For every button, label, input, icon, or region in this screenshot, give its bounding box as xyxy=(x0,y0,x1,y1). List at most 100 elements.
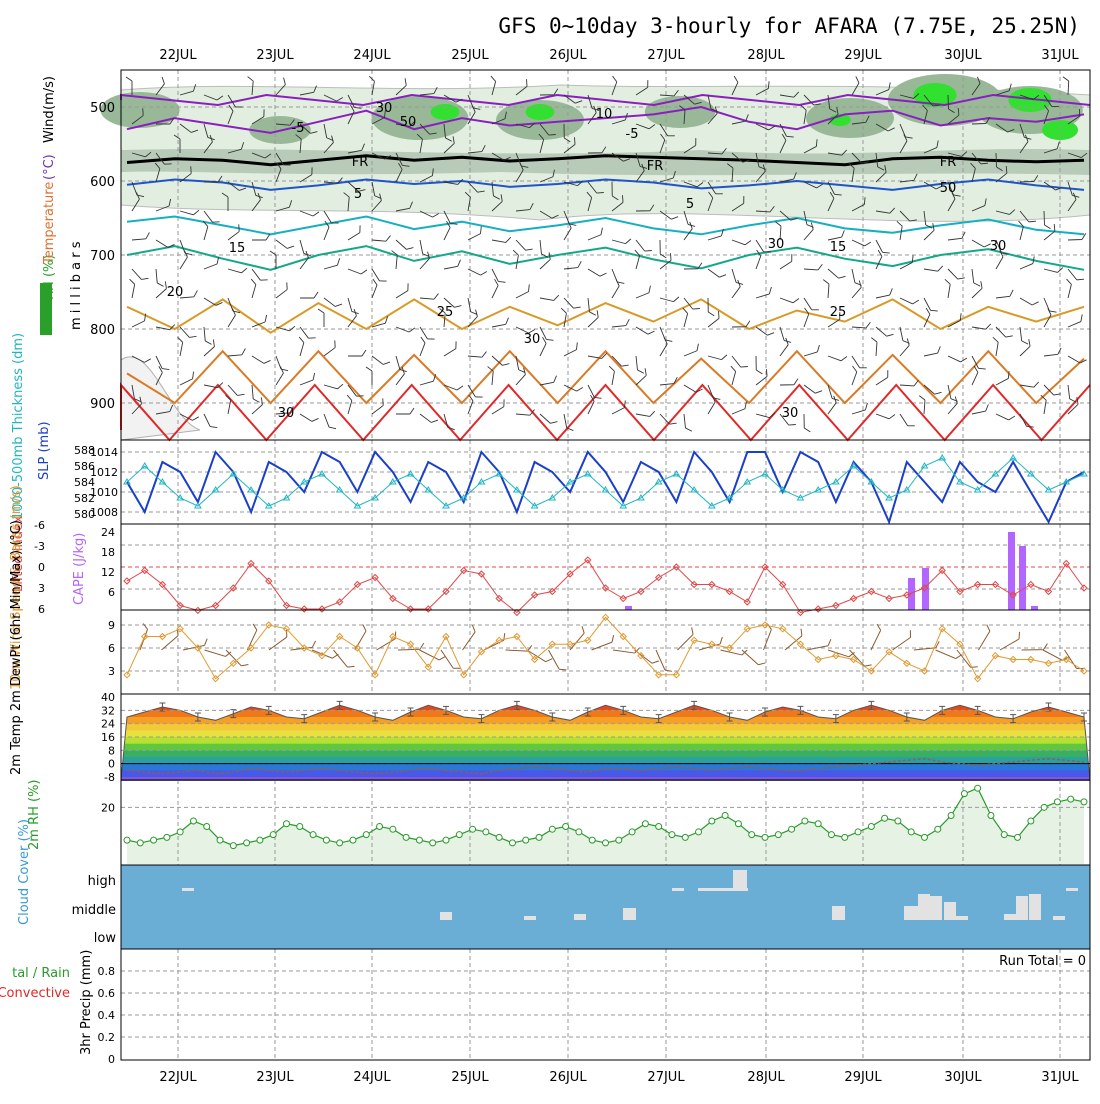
slp-ticks: 580 582 584 586 588 1008 1010 1012 1014 xyxy=(74,444,118,521)
contour-label: 30 xyxy=(768,237,785,252)
day-labels-top: 22JUL 23JUL 24JUL 25JUL 26JUL 27JUL 28JUL 29JUL… xyxy=(159,48,1079,63)
wind10m-barb xyxy=(591,634,615,651)
wind-barb xyxy=(295,134,302,154)
cloud-ticks: high middle low xyxy=(72,874,117,946)
rh-marker xyxy=(907,828,915,836)
wind-barb xyxy=(155,324,176,331)
li-marker xyxy=(672,563,681,571)
rh-ticks: 20 xyxy=(101,801,115,814)
rh-marker xyxy=(761,833,769,841)
wind-barb xyxy=(947,268,965,280)
li-marker xyxy=(1044,587,1053,596)
wind-barb xyxy=(635,163,645,183)
contour-label: 10 xyxy=(596,107,613,122)
wind-barb xyxy=(947,355,968,363)
rh-marker xyxy=(841,833,849,841)
wind-barb xyxy=(730,365,737,386)
cape-bar xyxy=(1031,606,1038,610)
slp-thickness-lines xyxy=(123,450,1088,525)
rh-marker xyxy=(429,839,437,847)
li-marker xyxy=(1009,591,1017,599)
wind-barb xyxy=(347,225,361,241)
wind-barb xyxy=(419,293,439,300)
li-marker xyxy=(247,559,255,568)
wind10m-marker xyxy=(460,671,468,679)
wind10m-marker xyxy=(1080,667,1088,675)
wind-barb xyxy=(275,366,284,386)
wind10m-marker xyxy=(973,674,982,683)
rh-marker xyxy=(814,820,822,828)
wind-barb xyxy=(827,355,848,362)
wind-barb xyxy=(899,338,910,357)
wind-barb xyxy=(419,123,437,135)
wind10m-barb xyxy=(677,627,694,651)
rh-marker xyxy=(748,831,756,839)
temp-minmax-bar xyxy=(832,714,839,724)
wind-barb xyxy=(560,307,567,328)
wind-barb xyxy=(659,133,666,154)
thickness-marker xyxy=(406,470,415,477)
li-marker xyxy=(991,580,1000,589)
wind-barb xyxy=(682,307,689,328)
wind-barb xyxy=(1018,220,1024,241)
wind-barb xyxy=(250,278,257,299)
dewpoint-line xyxy=(126,757,1085,775)
wind-barb xyxy=(731,355,748,368)
wind-barb xyxy=(587,384,602,399)
temp-minmax-bar xyxy=(655,714,662,724)
li-marker xyxy=(779,580,787,589)
wind-barb xyxy=(515,202,534,212)
wind-barb xyxy=(587,146,607,154)
thickness-marker xyxy=(690,486,698,493)
temp-band xyxy=(121,763,1090,772)
li-marker xyxy=(849,594,858,603)
wind-barb xyxy=(1019,339,1031,357)
thickness-marker xyxy=(1080,470,1088,477)
wind-frame xyxy=(120,609,1091,695)
wind-barb xyxy=(443,384,464,391)
wind-barb xyxy=(851,76,860,96)
wind-barb xyxy=(1067,314,1083,328)
wind-barb xyxy=(875,82,891,96)
wind-barb xyxy=(918,395,926,415)
wind-barb xyxy=(1043,384,1061,396)
wind-barb xyxy=(611,152,631,162)
rh-marker xyxy=(336,839,344,847)
precip-grid xyxy=(121,949,1090,1060)
wind-barb xyxy=(803,413,811,433)
wind-barb xyxy=(419,86,438,96)
li-marker xyxy=(371,573,379,582)
rh-marker xyxy=(229,842,237,850)
wind-barb xyxy=(851,115,870,125)
wind-barb xyxy=(443,220,451,241)
wind-barb xyxy=(923,265,944,272)
wind-barb xyxy=(515,367,526,386)
li-marker xyxy=(141,566,149,575)
precip-frame xyxy=(120,948,1091,1061)
wind-barb xyxy=(707,106,718,125)
wind-barb xyxy=(515,79,528,96)
wind10m-marker xyxy=(779,625,787,633)
cloud-bar xyxy=(1004,914,1016,920)
wind10m-barb xyxy=(397,642,425,651)
wind-barb xyxy=(515,355,526,373)
wind-barb xyxy=(491,181,501,200)
thickness-marker xyxy=(353,502,362,509)
wind10m-marker xyxy=(477,648,486,656)
wind-barb xyxy=(875,326,894,337)
rh-marker xyxy=(1053,798,1061,806)
wind10m-marker xyxy=(406,640,415,648)
wind-barb xyxy=(539,88,559,96)
wind-barb xyxy=(347,94,362,109)
wind-barb xyxy=(395,366,405,386)
rh-low-patch xyxy=(120,356,201,441)
wind-barb xyxy=(515,284,530,299)
isotherm-line-20 xyxy=(126,245,1085,271)
wind-barb xyxy=(155,404,174,415)
rh-marker xyxy=(641,820,649,828)
wind-barb xyxy=(779,297,800,304)
rh-marker xyxy=(827,831,835,839)
wind-barb xyxy=(1043,181,1063,191)
thickness-marker xyxy=(725,494,734,501)
